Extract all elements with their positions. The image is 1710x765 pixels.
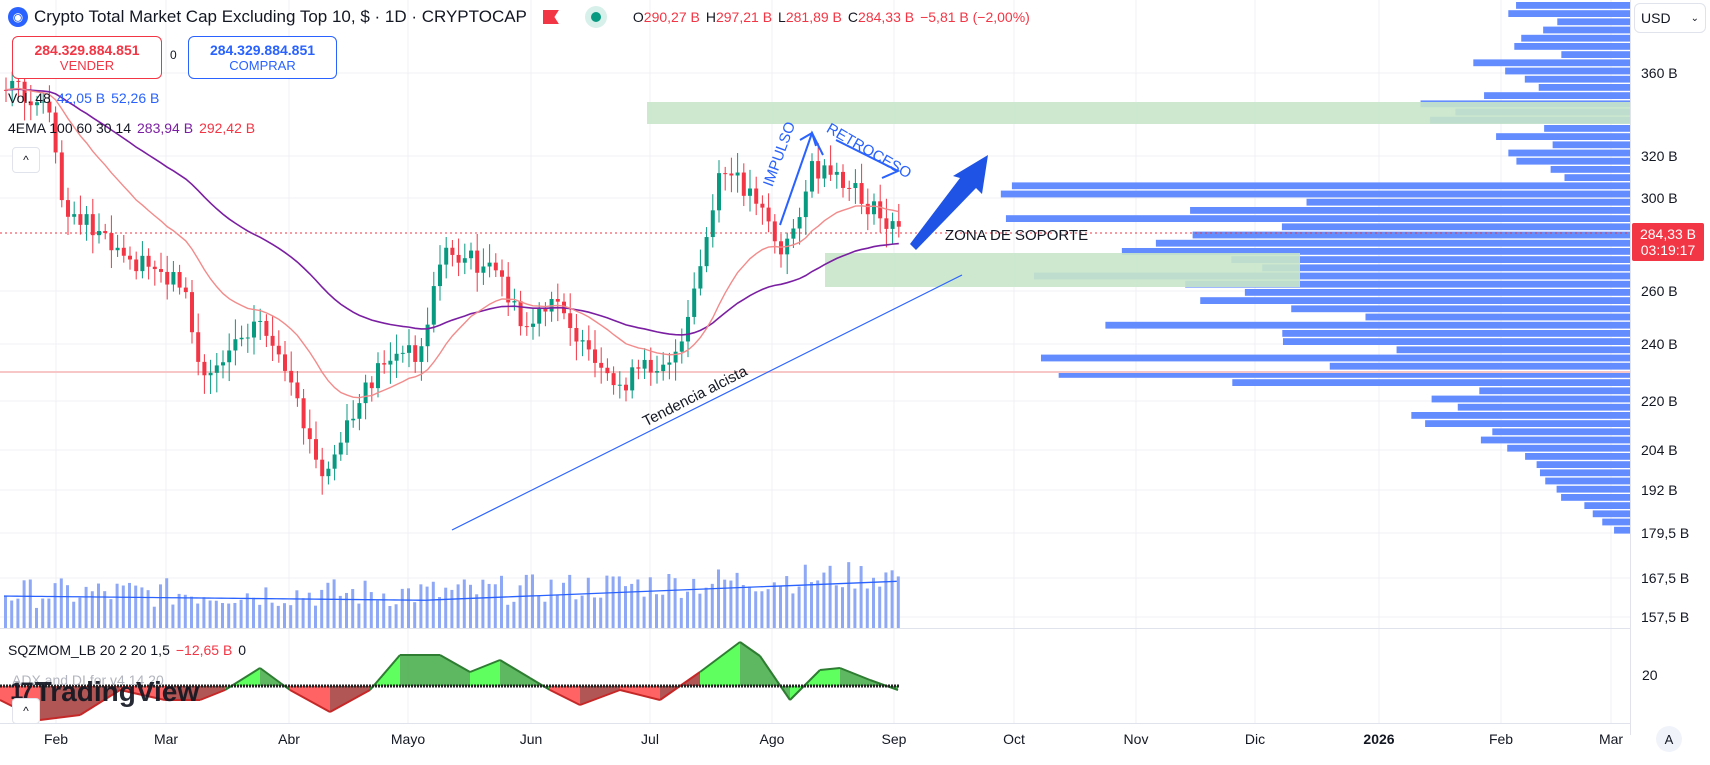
low-label: L — [778, 9, 786, 25]
chart-canvas[interactable] — [0, 0, 1630, 723]
time-axis-label: Mayo — [390, 731, 426, 747]
price-axis-label: 192 B — [1641, 482, 1678, 498]
time-axis-label: Nov — [1123, 731, 1149, 747]
pane-separator[interactable] — [0, 628, 1710, 629]
bar-countdown: 03:19:17 — [1640, 242, 1696, 258]
support-zone-label[interactable]: ZONA DE SOPORTE — [945, 227, 1089, 244]
ema-fast-value: 292,42 B — [199, 120, 256, 136]
spread-value: 0 — [170, 48, 177, 62]
chevron-down-icon: ⌄ — [1690, 12, 1699, 24]
sell-price: 284.329.884.851 — [34, 42, 140, 58]
price-axis-label: 179,5 B — [1641, 525, 1690, 541]
time-axis-label: Ago — [759, 731, 785, 747]
time-axis-label: Mar — [153, 731, 179, 747]
time-axis-label: Jun — [519, 731, 543, 747]
buy-price: 284.329.884.851 — [209, 42, 316, 58]
high-label: H — [705, 9, 716, 25]
price-axis-label: 220 B — [1641, 393, 1678, 409]
chevron-up-icon: ^ — [23, 704, 29, 718]
low-value: 281,89 B — [785, 9, 842, 25]
time-axis-label: Dic — [1244, 731, 1266, 747]
collapse-pane-button[interactable]: ^ — [12, 698, 40, 724]
time-axis-label: Jul — [641, 731, 659, 747]
ohlc-values: O290,27 B H297,21 B L281,89 B C284,33 B … — [633, 9, 1030, 25]
chevron-up-icon: ^ — [23, 153, 29, 167]
currency-value: USD — [1641, 10, 1671, 26]
sqz-axis-label: 20 — [1642, 667, 1658, 683]
high-value: 297,21 B — [715, 9, 773, 25]
open-value: 290,27 B — [643, 9, 700, 25]
sqzmom-value-2: 0 — [238, 642, 247, 658]
sqzmom-legend[interactable]: SQZMOM_LB 20 2 20 1,5 −12,65 B 0 — [8, 642, 246, 658]
cryptocap-logo-icon[interactable]: ◉ — [8, 7, 28, 27]
sqzmom-value: −12,65 B — [175, 642, 233, 658]
open-label: O — [632, 9, 644, 25]
tradingview-logo-text: TradingView — [34, 676, 200, 707]
collapse-legend-button[interactable]: ^ — [12, 147, 40, 173]
time-axis[interactable]: Feb Mar Abr Mayo Jun Jul Ago Sep Oct Nov Dic 2026 Fe… — [0, 723, 1630, 755]
sqzmom-name: SQZMOM_LB 20 2 20 1,5 — [8, 642, 170, 658]
symbol-legend: ◉ Crypto Total Market Cap Excluding Top … — [8, 6, 1030, 28]
ema-legend[interactable]: 4EMA 100 60 30 14 283,94 B 292,42 B — [8, 120, 255, 136]
price-axis-label: 320 B — [1641, 148, 1678, 164]
buy-label: COMPRAR — [229, 58, 296, 73]
market-open-dot-icon[interactable] — [584, 6, 607, 28]
price-axis-label: 260 B — [1641, 283, 1678, 299]
support-zone — [825, 253, 1300, 287]
time-axis-label: Oct — [1003, 731, 1025, 747]
close-label: C — [847, 9, 859, 25]
price-axis-label: 204 B — [1641, 442, 1678, 458]
price-axis-label: 167,5 B — [1641, 570, 1690, 586]
price-axis-label: 240 B — [1641, 336, 1678, 352]
time-axis-label: 2026 — [1363, 731, 1395, 747]
symbol-title[interactable]: Crypto Total Market Cap Excluding Top 10… — [34, 7, 527, 26]
time-axis-label: Feb — [1488, 731, 1514, 747]
change-value: −5,81 B (−2,00%) — [920, 9, 1030, 25]
impulse-arrow-head — [799, 131, 817, 147]
time-axis-label: Abr — [278, 731, 300, 747]
resistance-zone — [647, 102, 1630, 124]
volume-name: Vol. 48 — [8, 90, 51, 106]
price-axis-label: 300 B — [1641, 190, 1678, 206]
price-axis-label: 157,5 B — [1641, 609, 1690, 625]
ema-slow-value: 283,94 B — [137, 120, 194, 136]
buy-button[interactable]: 284.329.884.851 COMPRAR — [188, 36, 337, 79]
time-axis-label: Mar — [1598, 731, 1624, 747]
price-axis[interactable]: 360 B 320 B 300 B 260 B 240 B 220 B 204 B 192 B… — [1630, 0, 1710, 735]
close-value: 284,33 B — [858, 9, 915, 25]
trendline — [451, 274, 963, 531]
sell-button[interactable]: 284.329.884.851 VENDER — [12, 36, 162, 79]
ema-name: 4EMA 100 60 30 14 — [8, 120, 131, 136]
current-price: 284,33 B — [1639, 226, 1697, 242]
sell-label: VENDER — [59, 58, 115, 73]
current-price-tag: 284,33 B 03:19:17 — [1632, 223, 1704, 261]
currency-select[interactable]: USD ⌄ — [1634, 3, 1706, 33]
price-axis-label: 360 B — [1641, 65, 1678, 81]
time-axis-label: Feb — [43, 731, 69, 747]
volume-ma-value: 52,26 B — [111, 90, 160, 106]
volume-value: 42,05 B — [56, 90, 106, 106]
volume-legend[interactable]: Vol. 48 42,05 B 52,26 B — [8, 90, 159, 106]
adx-legend[interactable]: ADX and DI for v4 14 20 — [12, 672, 164, 688]
bullish-arrow — [910, 155, 988, 250]
time-axis-label: Sep — [881, 731, 907, 747]
retrace-arrow — [835, 139, 901, 179]
auto-scale-button[interactable]: A — [1656, 726, 1682, 752]
flag-icon[interactable] — [542, 10, 559, 24]
